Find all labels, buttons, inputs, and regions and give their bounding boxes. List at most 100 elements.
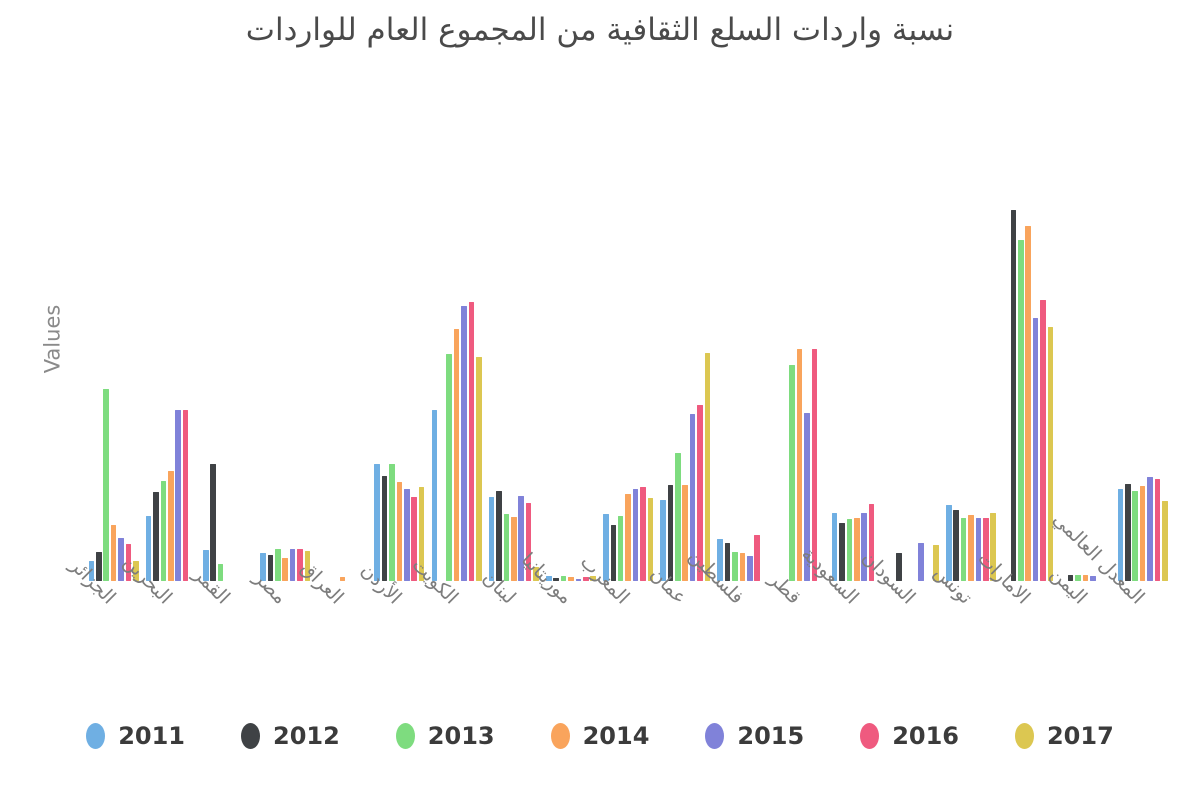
bar-2012-cat16 <box>1010 210 1017 581</box>
bar-2014-cat0 <box>110 525 117 581</box>
legend-item-2017[interactable]: 2017 <box>1014 722 1114 750</box>
bar-2014-cat5 <box>396 482 403 581</box>
bar-2017-cat10 <box>704 353 711 581</box>
bar-2016-cat12 <box>811 349 818 581</box>
x-axis-label-cat4: العراق <box>296 557 349 609</box>
legend-item-2011[interactable]: 2011 <box>86 722 185 750</box>
bar-2014-cat6 <box>453 329 460 581</box>
legend-label-2014: 2014 <box>582 722 650 750</box>
legend-item-2014[interactable]: 2014 <box>550 722 650 750</box>
bar-2012-cat17 <box>1067 575 1074 581</box>
legend-item-2012[interactable]: 2012 <box>241 722 340 750</box>
bar-2017-cat14 <box>933 545 939 581</box>
bar-2013-cat8 <box>560 576 567 581</box>
bar-2014-cat8 <box>568 577 574 581</box>
bar-2015-cat9 <box>632 489 639 581</box>
legend-marker-circle-2014 <box>550 723 570 749</box>
bar-2012-cat13 <box>839 523 845 581</box>
legend-label-2015: 2015 <box>737 722 805 750</box>
bar-2017-cat8 <box>590 576 596 581</box>
bar-2014-cat3 <box>282 558 288 581</box>
bar-2011-cat3 <box>260 553 266 581</box>
legend-label-2017: 2017 <box>1046 722 1114 750</box>
bar-2015-cat11 <box>747 556 753 581</box>
bar-2012-cat8 <box>553 578 559 581</box>
chart-title: نسبة واردات السلع الثقافية من المجموع ال… <box>245 12 955 48</box>
bar-2013-cat15 <box>960 518 967 581</box>
bar-2011-cat11 <box>717 539 723 581</box>
bar-2011-cat5 <box>374 464 381 581</box>
bar-2012-cat18 <box>1124 484 1131 581</box>
bar-2013-cat11 <box>732 552 738 581</box>
bar-2014-cat11 <box>739 553 746 581</box>
bar-2015-cat16 <box>1032 318 1039 581</box>
bar-2016-cat8 <box>582 577 589 581</box>
x-axis-label-cat17: اليمن <box>1045 563 1092 609</box>
legend: 2011 2012 2013 2014 2015 2016 2017 <box>0 722 1200 750</box>
bar-2015-cat15 <box>975 518 982 581</box>
bar-2013-cat18 <box>1132 491 1138 581</box>
bar-2016-cat0 <box>125 544 132 581</box>
bar-2016-cat6 <box>468 302 475 581</box>
bar-2016-cat3 <box>297 549 303 581</box>
bar-2013-cat17 <box>1075 575 1081 581</box>
bar-2016-cat10 <box>697 405 703 581</box>
bar-2014-cat4 <box>339 577 346 581</box>
bar-2012-cat3 <box>267 555 274 581</box>
bar-2017-cat9 <box>647 498 654 581</box>
bar-2014-cat1 <box>168 471 174 581</box>
bar-2014-cat12 <box>796 349 803 581</box>
bar-2012-cat15 <box>953 510 960 581</box>
bar-2015-cat5 <box>404 489 410 581</box>
bar-2011-cat7 <box>488 497 495 581</box>
bar-2017-cat7 <box>533 567 539 581</box>
bar-2014-cat17 <box>1082 575 1089 581</box>
bar-2011-cat2 <box>202 550 209 581</box>
legend-label-2012: 2012 <box>273 722 340 750</box>
bar-2015-cat10 <box>689 414 696 581</box>
bar-2013-cat7 <box>503 514 510 581</box>
bar-2016-cat16 <box>1040 300 1046 581</box>
bar-2017-cat16 <box>1047 327 1054 581</box>
bar-2017-cat0 <box>133 561 139 581</box>
bar-2013-cat5 <box>389 464 395 581</box>
bar-2015-cat7 <box>518 496 524 581</box>
bar-2014-cat13 <box>853 518 860 581</box>
legend-marker-circle-2016 <box>860 723 880 749</box>
x-axis-label-cat14: السودان <box>857 546 920 609</box>
bar-2012-cat14 <box>896 553 902 581</box>
bar-2014-cat18 <box>1139 486 1146 581</box>
bar-2014-cat16 <box>1025 226 1031 581</box>
bar-2015-cat0 <box>118 538 124 581</box>
bar-2015-cat17 <box>1089 576 1096 581</box>
bar-2014-cat9 <box>625 494 631 581</box>
legend-label-2013: 2013 <box>427 722 495 750</box>
bar-2016-cat13 <box>868 504 875 581</box>
bar-2013-cat1 <box>160 481 167 581</box>
bar-2016-cat18 <box>1154 479 1161 581</box>
bar-2013-cat9 <box>617 516 624 581</box>
legend-item-2013[interactable]: 2013 <box>395 722 495 750</box>
bar-2012-cat0 <box>96 552 102 581</box>
bar-2017-cat5 <box>418 487 425 581</box>
bar-2011-cat0 <box>88 561 95 581</box>
bar-2012-cat1 <box>153 492 159 581</box>
legend-label-2011: 2011 <box>118 722 185 750</box>
legend-marker-circle-2017 <box>1014 723 1034 749</box>
legend-item-2016[interactable]: 2016 <box>860 722 959 750</box>
bar-2011-cat10 <box>660 500 666 581</box>
bar-2017-cat18 <box>1161 501 1168 581</box>
bar-2016-cat7 <box>525 503 532 581</box>
bar-2011-cat9 <box>603 514 609 581</box>
legend-item-2015[interactable]: 2015 <box>705 722 804 750</box>
bar-2012-cat11 <box>724 543 731 581</box>
legend-label-2016: 2016 <box>892 722 959 750</box>
bar-2013-cat0 <box>103 389 110 581</box>
bar-2017-cat15 <box>990 513 997 581</box>
x-axis-label-cat2: القمر <box>188 563 234 609</box>
bar-2016-cat5 <box>411 497 418 581</box>
bar-2015-cat13 <box>861 513 867 581</box>
legend-marker-circle-2015 <box>705 723 725 749</box>
